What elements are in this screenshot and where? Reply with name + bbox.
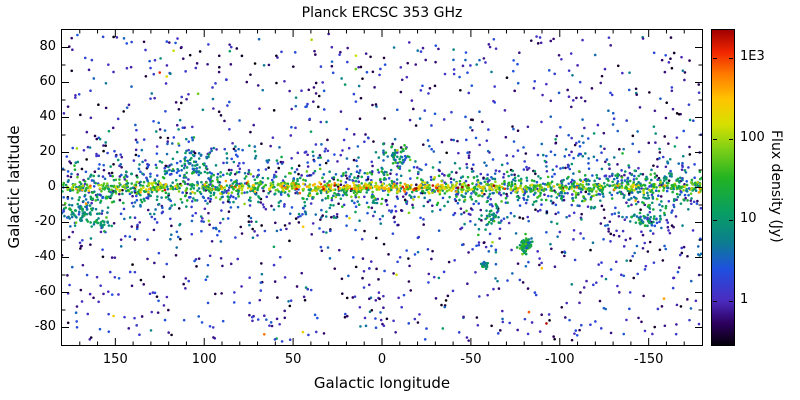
colorbar-tick-mark: [713, 58, 717, 60]
chart-title: Planck ERCSC 353 GHz: [301, 5, 463, 21]
colorbar-tick-label: 1: [740, 291, 749, 307]
x-tick-label: -50: [460, 352, 482, 367]
colorbar: [711, 29, 735, 346]
colorbar-tick-mark: [729, 219, 733, 221]
colorbar-tick-mark: [713, 300, 717, 302]
y-tick-label: 80: [39, 38, 56, 54]
colorbar-tick-label: 10: [740, 210, 757, 226]
x-tick-label: 100: [191, 352, 217, 367]
colorbar-tick-label: 1E3: [740, 49, 765, 65]
colorbar-gradient: [712, 30, 734, 345]
y-tick-label: 20: [39, 143, 56, 159]
colorbar-tick-mark: [729, 58, 733, 60]
y-tick-label: -40: [34, 248, 56, 264]
scatter-canvas: [62, 30, 702, 345]
y-tick-label: -60: [34, 283, 56, 299]
y-tick-label: -20: [34, 213, 56, 229]
colorbar-tick-mark: [729, 139, 733, 141]
colorbar-tick-mark: [729, 300, 733, 302]
colorbar-tick-mark: [713, 219, 717, 221]
y-tick-label: 60: [39, 73, 56, 89]
x-tick-label: -100: [545, 352, 575, 367]
x-tick-label: 50: [284, 352, 302, 367]
x-axis-label: Galactic longitude: [313, 374, 451, 392]
colorbar-label: Flux density (Jy): [768, 130, 784, 243]
x-tick-label: 150: [102, 352, 128, 367]
colorbar-tick-label: 100: [740, 130, 765, 146]
y-tick-label: 40: [39, 108, 56, 124]
y-tick-label: -80: [34, 318, 56, 334]
colorbar-tick-mark: [713, 139, 717, 141]
x-tick-label: 0: [377, 352, 387, 367]
y-tick-label: 0: [47, 178, 56, 194]
plot-area: [61, 29, 703, 346]
x-tick-label: -150: [633, 352, 664, 367]
